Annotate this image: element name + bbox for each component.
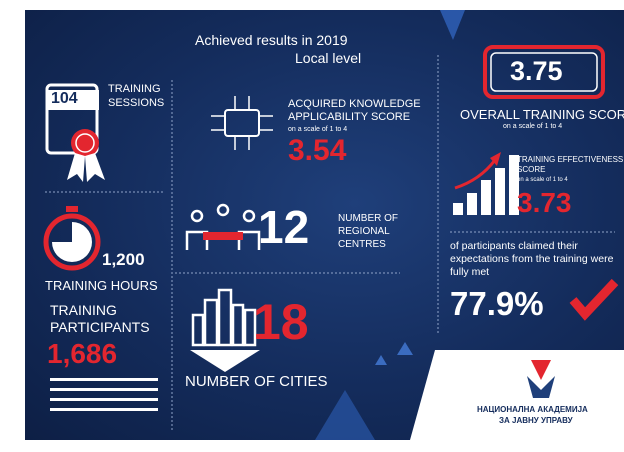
- knowledge-scale: on a scale of 1 to 4: [288, 126, 348, 133]
- overall-scale: on a scale of 1 to 4: [503, 123, 563, 130]
- effectiveness-label: TRAINING EFFECTIVENESS SCORE: [517, 155, 624, 174]
- hours-label: TRAINING HOURS: [45, 278, 158, 293]
- centres-value: 12: [258, 201, 310, 253]
- effectiveness-value: 3.73: [517, 187, 572, 218]
- centres-label: NUMBER OF REGIONAL CENTRES: [338, 213, 398, 250]
- knowledge-value: 3.54: [288, 134, 347, 167]
- knowledge-label: ACQUIRED KNOWLEDGE APPLICABILITY SCORE: [288, 98, 421, 123]
- infographic: Achieved results in 2019 Local level 104…: [25, 10, 624, 440]
- participants-value: 1,686: [47, 338, 118, 369]
- sessions-label: TRAINING SESSIONS: [108, 83, 165, 109]
- subtitle: Local level: [295, 50, 362, 66]
- expectations-label: of participants claimed their expectatio…: [450, 240, 614, 278]
- overall-label: OVERALL TRAINING SCORE: [460, 107, 624, 122]
- effectiveness-scale: on a scale of 1 to 4: [517, 177, 568, 183]
- cities-label: NUMBER OF CITIES: [185, 373, 328, 390]
- decor: [43, 10, 624, 440]
- expectations-value: 77.9%: [450, 285, 544, 322]
- logo-line2: ЗА ЈАВНУ УПРАВУ: [499, 416, 573, 425]
- cities-value: 18: [253, 294, 309, 350]
- title: Achieved results in 2019: [195, 32, 348, 48]
- sessions-value: 104: [51, 90, 78, 107]
- overall-value: 3.75: [510, 56, 563, 86]
- participants-label: TRAINING PARTICIPANTS: [50, 302, 150, 335]
- hours-value: 1,200: [102, 250, 145, 269]
- logo-line1: НАЦИОНАЛНА АКАДЕМИЈА: [477, 405, 588, 414]
